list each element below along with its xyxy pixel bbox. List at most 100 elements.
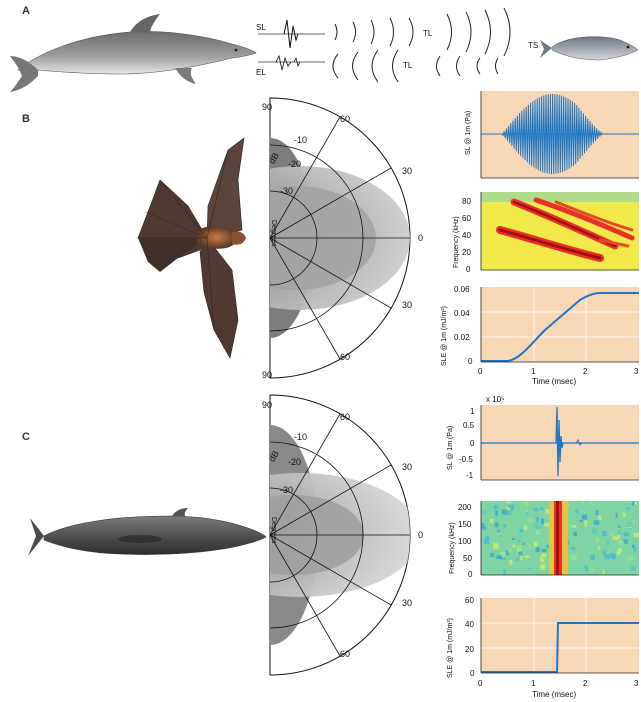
- spectrogram-speckle: [566, 502, 570, 507]
- spectrogram-speckle: [623, 532, 629, 537]
- spectrogram-speckle: [592, 528, 598, 534]
- spectrogram-speckle: [546, 544, 549, 549]
- spectrogram-speckle: [602, 550, 606, 555]
- spectrogram-speckle: [631, 501, 635, 506]
- c-angle-label-60-top: 60: [340, 412, 350, 422]
- panel-a-letter: A: [22, 5, 30, 17]
- c-wave-ytick-05: 0.5: [463, 421, 475, 430]
- spectrogram-speckle: [509, 559, 513, 565]
- spectrogram-speckle: [610, 532, 614, 536]
- spectrogram-speckle: [541, 553, 547, 558]
- c-spec-ytick-0: 0: [468, 570, 473, 579]
- b-energy-ylabel: SLE @ 1m (mJ/m²): [441, 306, 448, 366]
- spectrogram-speckle: [545, 509, 550, 514]
- c-energy-xtick-2: 2: [583, 679, 588, 688]
- spectrogram-speckle: [505, 510, 511, 516]
- spectrogram-speckle: [481, 523, 485, 529]
- spectrogram-speckle: [526, 511, 529, 516]
- c-wave-ytick-0: 0: [470, 439, 475, 448]
- spectrogram-speckle: [618, 548, 622, 553]
- bat-illustration: [137, 137, 246, 359]
- angle-label-30-top: 30: [402, 166, 412, 176]
- spectrogram-speckle: [483, 510, 487, 515]
- spectrogram-speckle: [595, 537, 600, 543]
- spectrogram-speckle: [515, 555, 521, 559]
- spectrogram-speckle: [540, 556, 543, 562]
- spectrogram-speckle: [505, 507, 511, 511]
- spectrogram-speckle: [496, 532, 502, 535]
- beaked-whale-illustration: [28, 508, 267, 556]
- spectrogram-speckle: [631, 544, 635, 548]
- spectrogram-speckle: [604, 554, 610, 560]
- c-waveform-plot: x 10⁵ 1 0.5 0 -0.5 -1 SL @ 1m (Pa): [447, 395, 639, 481]
- c-db-unit-label: dB: [267, 449, 281, 464]
- spectrogram-speckle: [633, 547, 637, 552]
- spectrogram-speckle: [522, 542, 525, 546]
- c-spec-ytick-200: 200: [458, 503, 472, 512]
- angle-label-90-bottom: 90: [262, 370, 272, 380]
- spectrogram-speckle: [497, 529, 500, 533]
- spectrogram-speckle: [598, 515, 602, 521]
- c-energy-xtick-1: 1: [531, 679, 536, 688]
- spectrogram-speckle: [489, 519, 494, 524]
- b-spec-ytick-20: 20: [462, 248, 471, 257]
- spectrogram-speckle: [570, 555, 577, 561]
- c-degrees-label: Degrees: [270, 517, 277, 544]
- spectrogram-speckle: [583, 565, 586, 569]
- spectrogram-speckle: [619, 539, 624, 545]
- spectrogram-speckle: [503, 524, 507, 528]
- spectrogram-speckle: [524, 555, 530, 558]
- c-angle-label-60-bottom: 60: [340, 649, 350, 659]
- spectrogram-speckle: [512, 544, 515, 548]
- spectrogram-speckle: [540, 564, 546, 570]
- spectrogram-speckle: [535, 525, 542, 531]
- spectrogram-speckle: [585, 566, 588, 572]
- b-energy-ytick-004: 0.04: [454, 309, 470, 318]
- spectrogram-speckle: [519, 534, 522, 538]
- spectrogram-speckle: [535, 529, 541, 535]
- db-unit-label: dB: [267, 151, 281, 166]
- spectrogram-speckle: [528, 544, 531, 549]
- c-energy-xlabel: Time (msec): [532, 690, 576, 699]
- spectrogram-speckle: [535, 547, 540, 553]
- db-label-minus30: -30: [280, 186, 293, 196]
- spectrogram-speckle: [626, 557, 631, 560]
- spectrogram-speckle: [495, 510, 498, 516]
- c-wave-ytick-1: 1: [470, 407, 475, 416]
- c-energy-xtick-3: 3: [634, 679, 639, 688]
- dolphin-illustration: [10, 14, 257, 92]
- spectrogram-speckle: [533, 508, 539, 511]
- b-spec-ytick-60: 60: [462, 214, 471, 223]
- spectrogram-speckle: [506, 501, 511, 504]
- spectrogram-speckle: [503, 569, 506, 575]
- angle-label-30-bottom: 30: [402, 300, 412, 310]
- b-energy-ytick-006: 0.06: [454, 285, 470, 294]
- spectrogram-speckle: [612, 536, 619, 541]
- c-spectrogram-plot: 200 150 100 50 0 Frequency (kHz): [449, 501, 639, 579]
- spectrogram-speckle: [534, 541, 538, 547]
- spectrogram-speckle: [609, 553, 615, 558]
- spectrogram-speckle: [504, 550, 510, 556]
- spectrogram-speckle: [589, 501, 593, 505]
- spectrogram-speckle: [575, 509, 579, 514]
- spectrogram-speckle: [527, 567, 532, 570]
- b-energy-xtick-3: 3: [634, 367, 639, 376]
- b-energy-xlabel: Time (msec): [532, 377, 576, 386]
- b-energy-ytick-002: 0.02: [454, 333, 470, 342]
- c-db-label-minus10: -10: [294, 432, 307, 442]
- spectrogram-speckle: [539, 507, 544, 511]
- spectrogram-speckle: [544, 522, 550, 527]
- spectrogram-speckle: [579, 519, 583, 523]
- spectrogram-speckle: [617, 530, 622, 535]
- spectrogram-speckle: [535, 517, 539, 523]
- spectrogram-speckle: [485, 535, 490, 540]
- db-label-minus10: -10: [294, 135, 307, 145]
- echolocation-diagram: SL EL TL TL TS: [256, 7, 538, 83]
- beam-pattern-polar-b: 90 60 30 0 30 60 90 -10 -20 -30 dB Degre…: [262, 97, 423, 380]
- spectrogram-speckle: [597, 546, 601, 550]
- spectrogram-speckle: [490, 552, 495, 558]
- c-angle-label-30-bottom: 30: [402, 598, 412, 608]
- spectrogram-speckle: [602, 531, 607, 537]
- spectrogram-speckle: [606, 540, 610, 546]
